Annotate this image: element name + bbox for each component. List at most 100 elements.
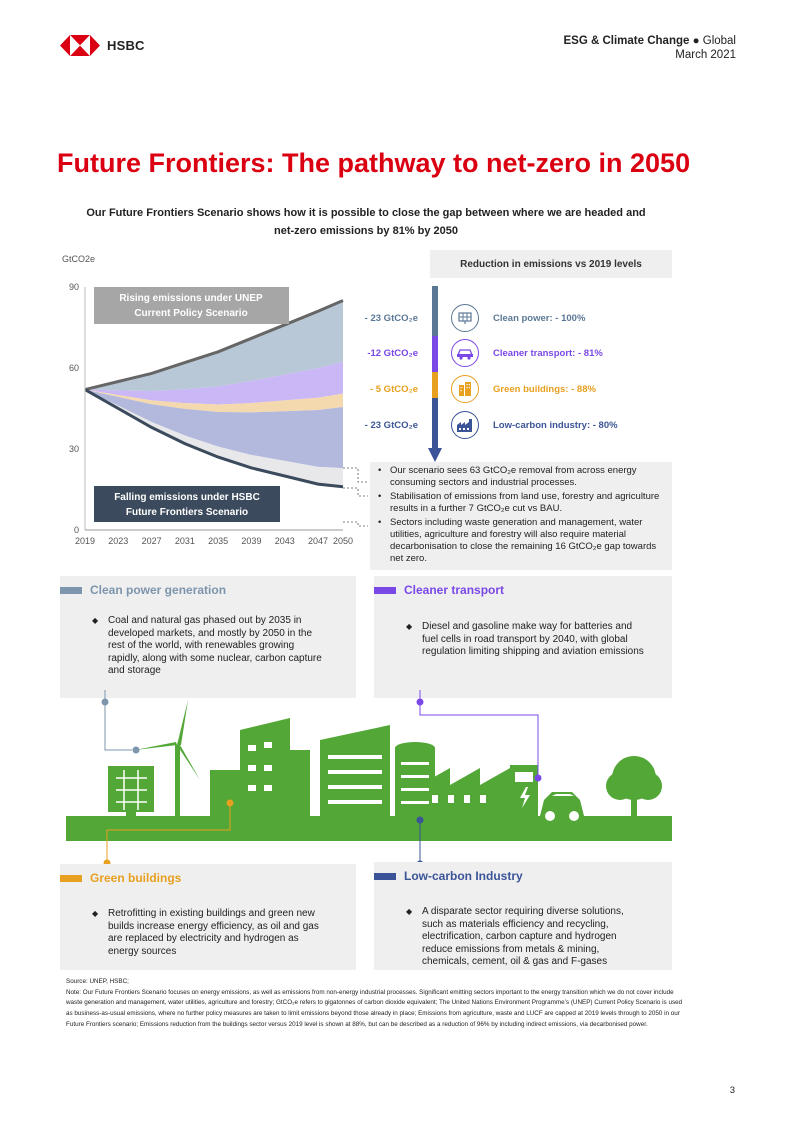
rising-label-box — [94, 287, 289, 324]
hsbc-logo: HSBC — [60, 35, 145, 56]
reduction-value: -12 GtCO₂e — [367, 347, 418, 359]
card-swatch — [60, 586, 82, 594]
bar-segment-buildings — [432, 372, 438, 398]
series-line — [84, 388, 344, 489]
x-tick-label: 2050 — [333, 536, 353, 546]
y-tick-label: 0 — [74, 525, 79, 535]
scenario-bullets: Our scenario sees 63 GtCO₂e removal from… — [370, 462, 672, 570]
card-title: Low-carbon Industry — [404, 869, 523, 883]
illustration-details — [116, 742, 574, 810]
series-line — [84, 299, 344, 392]
note-text: Note: Our Future Frontiers Scenario focu… — [66, 988, 683, 1028]
diamond-bullet-icon: ◆ — [406, 907, 413, 916]
y-axis-label: GtCO2e — [62, 254, 95, 264]
wind-turbine-graphic — [135, 700, 200, 817]
bullet-item: Our scenario sees 63 GtCO₂e removal from… — [378, 465, 666, 489]
reduction-panel-title: Reduction in emissions vs 2019 levels — [430, 250, 672, 278]
building-icon — [451, 375, 479, 403]
card-clean-power: Clean power generation ◆ Coal and natura… — [60, 576, 356, 698]
bullet-item: Sectors including waste generation and m… — [378, 517, 666, 565]
card-header: Low-carbon Industry — [374, 866, 523, 886]
band-area — [85, 361, 343, 405]
subtitle-line-2: net-zero emissions by 81% by 2050 — [273, 225, 459, 237]
source-line: Source: UNEP, HSBC; — [66, 978, 129, 985]
section-name: ESG & Climate Change — [563, 35, 690, 47]
factory-graphic — [420, 768, 510, 817]
card-text: Retrofitting in existing buildings and g… — [108, 908, 319, 957]
bar-segment-transport — [432, 336, 438, 372]
subtitle-line-1: Our Future Frontiers Scenario shows how … — [86, 207, 646, 219]
x-tick-label: 2023 — [108, 536, 128, 546]
electric-car-graphic — [540, 792, 584, 816]
card-title: Clean power generation — [90, 583, 227, 597]
card-swatch — [374, 872, 396, 880]
reduction-value: - 5 GtCO₂e — [369, 383, 418, 395]
reduction-label: Cleaner transport: - 81% — [493, 347, 603, 359]
y-tick-label: 30 — [69, 444, 79, 454]
page-title: Future Frontiers: The pathway to net-zer… — [57, 148, 691, 178]
emission-bands — [85, 300, 343, 487]
card-body: ◆ A disparate sector requiring diverse s… — [406, 906, 646, 969]
bar-arrowhead — [428, 448, 442, 462]
card-text: A disparate sector requiring diverse sol… — [422, 906, 624, 967]
x-tick-label: 2047 — [308, 536, 328, 546]
x-tick-label: 2039 — [241, 536, 261, 546]
x-tick-label: 2027 — [142, 536, 162, 546]
band-area — [85, 300, 343, 392]
x-tick-label: 2019 — [75, 536, 95, 546]
card-header: Cleaner transport — [374, 580, 504, 600]
ground-strip — [66, 816, 672, 841]
header-meta: ESG & Climate Change ● Global March 2021 — [564, 34, 737, 62]
car-icon — [451, 339, 479, 367]
card-title: Green buildings — [90, 871, 182, 885]
x-ticks: 2019 2023 2027 2031 2035 2039 2043 2047 2050 — [75, 536, 353, 546]
diamond-bullet-icon: ◆ — [406, 622, 413, 631]
reduction-bar — [428, 286, 442, 462]
card-swatch — [60, 874, 82, 882]
x-tick-label: 2035 — [208, 536, 228, 546]
card-text: Diesel and gasoline make way for batteri… — [422, 621, 644, 657]
card-header: Clean power generation — [60, 580, 226, 600]
card-header: Green buildings — [60, 868, 181, 888]
reduction-value: - 23 GtCO₂e — [364, 419, 418, 431]
reduction-row-industry: - 23 GtCO₂e Low-carbon industry: - 80% — [352, 410, 672, 440]
report-date: March 2021 — [675, 49, 736, 61]
bar-segment-clean-power — [432, 286, 438, 336]
band-area — [85, 389, 343, 469]
diamond-bullet-icon: ◆ — [92, 616, 99, 625]
reduction-label: Clean power: - 100% — [493, 312, 586, 324]
tree-graphic — [606, 756, 662, 817]
bullet-dot: ● — [692, 35, 700, 47]
falling-label-line-1: Falling emissions under HSBC — [114, 492, 260, 503]
card-text: Coal and natural gas phased out by 2035 … — [108, 615, 322, 676]
band-area — [85, 389, 343, 413]
card-body: ◆ Coal and natural gas phased out by 203… — [92, 615, 328, 678]
brand-name: HSBC — [107, 38, 145, 53]
reduction-label: Low-carbon industry: - 80% — [493, 419, 618, 431]
reduction-row-buildings: - 5 GtCO₂e Green buildings: - 88% — [352, 374, 672, 404]
city-illustration — [66, 690, 672, 875]
reduction-label: Green buildings: - 88% — [493, 383, 596, 395]
diamond-bullet-icon: ◆ — [92, 909, 99, 918]
page-number: 3 — [729, 1085, 735, 1096]
building-3 — [290, 750, 310, 817]
reduction-row-clean-power: - 23 GtCO₂e Clean power: - 100% — [352, 303, 672, 333]
card-title: Cleaner transport — [404, 583, 505, 597]
y-ticks: 0 30 60 90 — [69, 282, 79, 535]
page-subtitle: Our Future Frontiers Scenario shows how … — [60, 204, 672, 240]
building-1 — [210, 770, 240, 817]
card-transport: Cleaner transport ◆ Diesel and gasoline … — [374, 576, 672, 698]
falling-label-box — [94, 486, 280, 522]
x-tick-label: 2043 — [275, 536, 295, 546]
solar-panel-graphic — [108, 766, 154, 818]
card-swatch — [374, 586, 396, 594]
bullet-item: Stabilisation of emissions from land use… — [378, 491, 666, 515]
falling-label-line-2: Future Frontiers Scenario — [126, 507, 248, 518]
solar-panel-icon — [451, 304, 479, 332]
region-name: Global — [702, 35, 736, 47]
emission-lines — [84, 299, 344, 489]
connector-lines — [343, 467, 368, 527]
x-tick-label: 2031 — [175, 536, 195, 546]
card-industry: Low-carbon Industry ◆ A disparate sector… — [374, 862, 672, 970]
